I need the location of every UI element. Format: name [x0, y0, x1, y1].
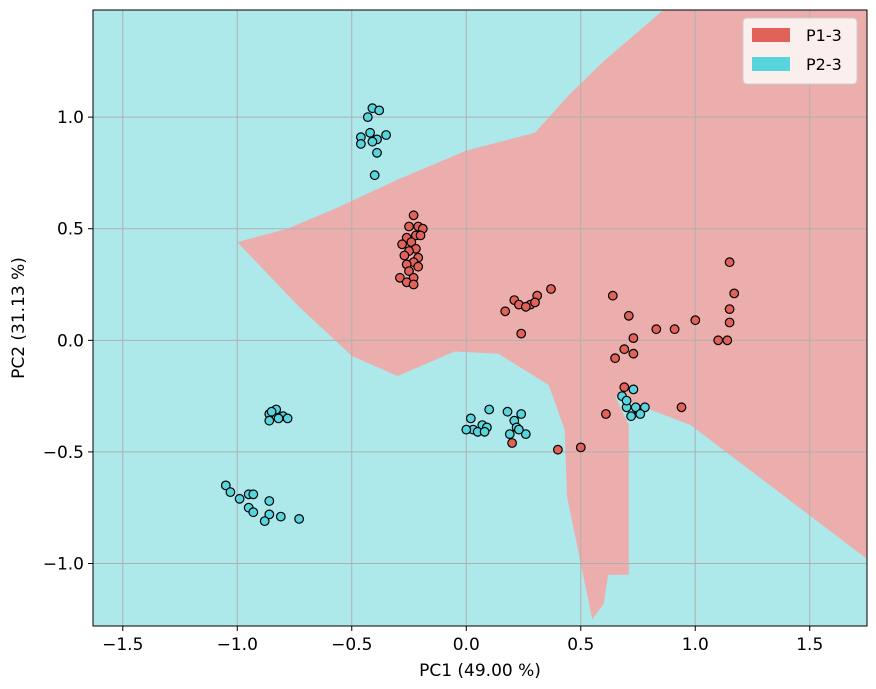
point-p2-3	[514, 424, 524, 435]
point-p1-3	[408, 279, 419, 290]
point-p2-3	[484, 404, 495, 415]
point-p2-3	[264, 496, 275, 506]
point-p2-3	[264, 509, 275, 520]
x-axis-label: PC1 (49.00 %)	[419, 661, 541, 681]
point-p1-3	[724, 304, 735, 315]
point-p2-3	[630, 402, 641, 413]
point-p1-3	[546, 284, 556, 294]
point-p2-3	[248, 489, 259, 500]
point-p1-3	[607, 290, 618, 301]
point-p2-3	[266, 406, 277, 417]
y-tick-label: −1.0	[43, 555, 84, 575]
point-p1-3	[406, 237, 417, 248]
point-p2-3	[381, 130, 392, 140]
point-p2-3	[282, 413, 293, 424]
point-p2-3	[367, 136, 378, 147]
x-tick-label: −1.5	[102, 635, 143, 655]
point-p1-3	[722, 335, 733, 346]
point-p1-3	[676, 402, 687, 413]
plot-area	[93, 10, 867, 626]
point-p2-3	[356, 138, 366, 149]
point-p1-3	[553, 444, 563, 455]
y-tick-label: −0.5	[43, 443, 84, 463]
point-p2-3	[369, 170, 380, 181]
point-p2-3	[516, 409, 527, 419]
point-p1-3	[623, 310, 634, 321]
point-p1-3	[610, 353, 620, 364]
axis-ticks: −1.5 −1.0 −0.5 0.0 0.5 1.0 1.5 −1.0 −0.5 0.0 0.5 1.…	[43, 108, 824, 655]
point-p1-3	[520, 301, 531, 312]
x-tick-label: 1.5	[796, 635, 823, 655]
point-p1-3	[601, 409, 611, 419]
legend-label-p2-3: P2-3	[806, 55, 842, 74]
point-p2-3	[621, 395, 632, 406]
point-p1-3	[530, 297, 540, 308]
x-tick-label: 1.0	[682, 635, 709, 655]
y-tick-label: 0.5	[57, 220, 84, 240]
point-p1-3	[404, 266, 414, 277]
point-p1-3	[669, 324, 680, 335]
legend-swatch-p1-3	[752, 28, 790, 42]
point-p1-3	[507, 438, 517, 448]
point-p2-3	[264, 415, 275, 426]
y-tick-label: 1.0	[57, 108, 84, 128]
point-p2-3	[628, 384, 639, 395]
point-p1-3	[619, 382, 630, 393]
point-p2-3	[259, 516, 270, 526]
point-p2-3	[372, 147, 382, 158]
point-p1-3	[729, 288, 740, 299]
data-points	[220, 103, 740, 526]
point-p1-3	[724, 257, 735, 268]
point-p2-3	[635, 409, 646, 419]
point-p2-3	[365, 127, 376, 138]
legend-label-p1-3: P1-3	[806, 26, 842, 45]
decision-region-p1-3	[237, 10, 867, 620]
point-p2-3	[234, 493, 245, 504]
point-p1-3	[713, 335, 724, 346]
point-p2-3	[294, 514, 305, 524]
plot-frame	[92, 9, 868, 627]
point-p1-3	[724, 317, 735, 328]
point-p1-3	[628, 348, 639, 359]
point-p1-3	[397, 239, 408, 250]
point-p1-3	[415, 230, 426, 241]
point-p2-3	[248, 507, 259, 518]
point-p1-3	[413, 261, 424, 272]
legend: P1-3 P2-3	[742, 17, 858, 85]
point-p1-3	[500, 306, 511, 317]
grid-lines	[93, 10, 867, 626]
point-p1-3	[628, 333, 639, 344]
point-p1-3	[395, 272, 405, 283]
point-p1-3	[399, 250, 410, 261]
point-p2-3	[640, 402, 650, 413]
point-p1-3	[575, 442, 586, 453]
point-p2-3	[520, 429, 531, 440]
point-p2-3	[374, 105, 385, 116]
point-p2-3	[220, 480, 231, 491]
point-p2-3	[465, 413, 476, 424]
point-p2-3	[362, 112, 373, 122]
point-p2-3	[273, 413, 284, 424]
point-p2-3	[275, 511, 286, 522]
x-tick-label: −0.5	[331, 635, 372, 655]
point-p1-3	[690, 315, 701, 326]
point-p2-3	[461, 424, 472, 435]
point-p2-3	[479, 426, 490, 437]
point-p1-3	[619, 344, 630, 355]
x-tick-label: −1.0	[217, 635, 258, 655]
point-p1-3	[404, 221, 414, 232]
point-p2-3	[504, 429, 515, 440]
legend-swatch-p2-3	[752, 57, 790, 71]
point-p1-3	[651, 324, 662, 335]
point-p2-3	[225, 487, 236, 498]
point-p1-3	[408, 210, 419, 221]
x-tick-label: 0.5	[567, 635, 594, 655]
x-tick-label: 0.0	[453, 635, 480, 655]
point-p2-3	[626, 411, 636, 422]
point-p2-3	[502, 406, 513, 417]
point-p1-3	[516, 328, 527, 339]
y-tick-label: 0.0	[57, 331, 84, 351]
y-axis-label: PC2 (31.13 %)	[9, 257, 29, 379]
